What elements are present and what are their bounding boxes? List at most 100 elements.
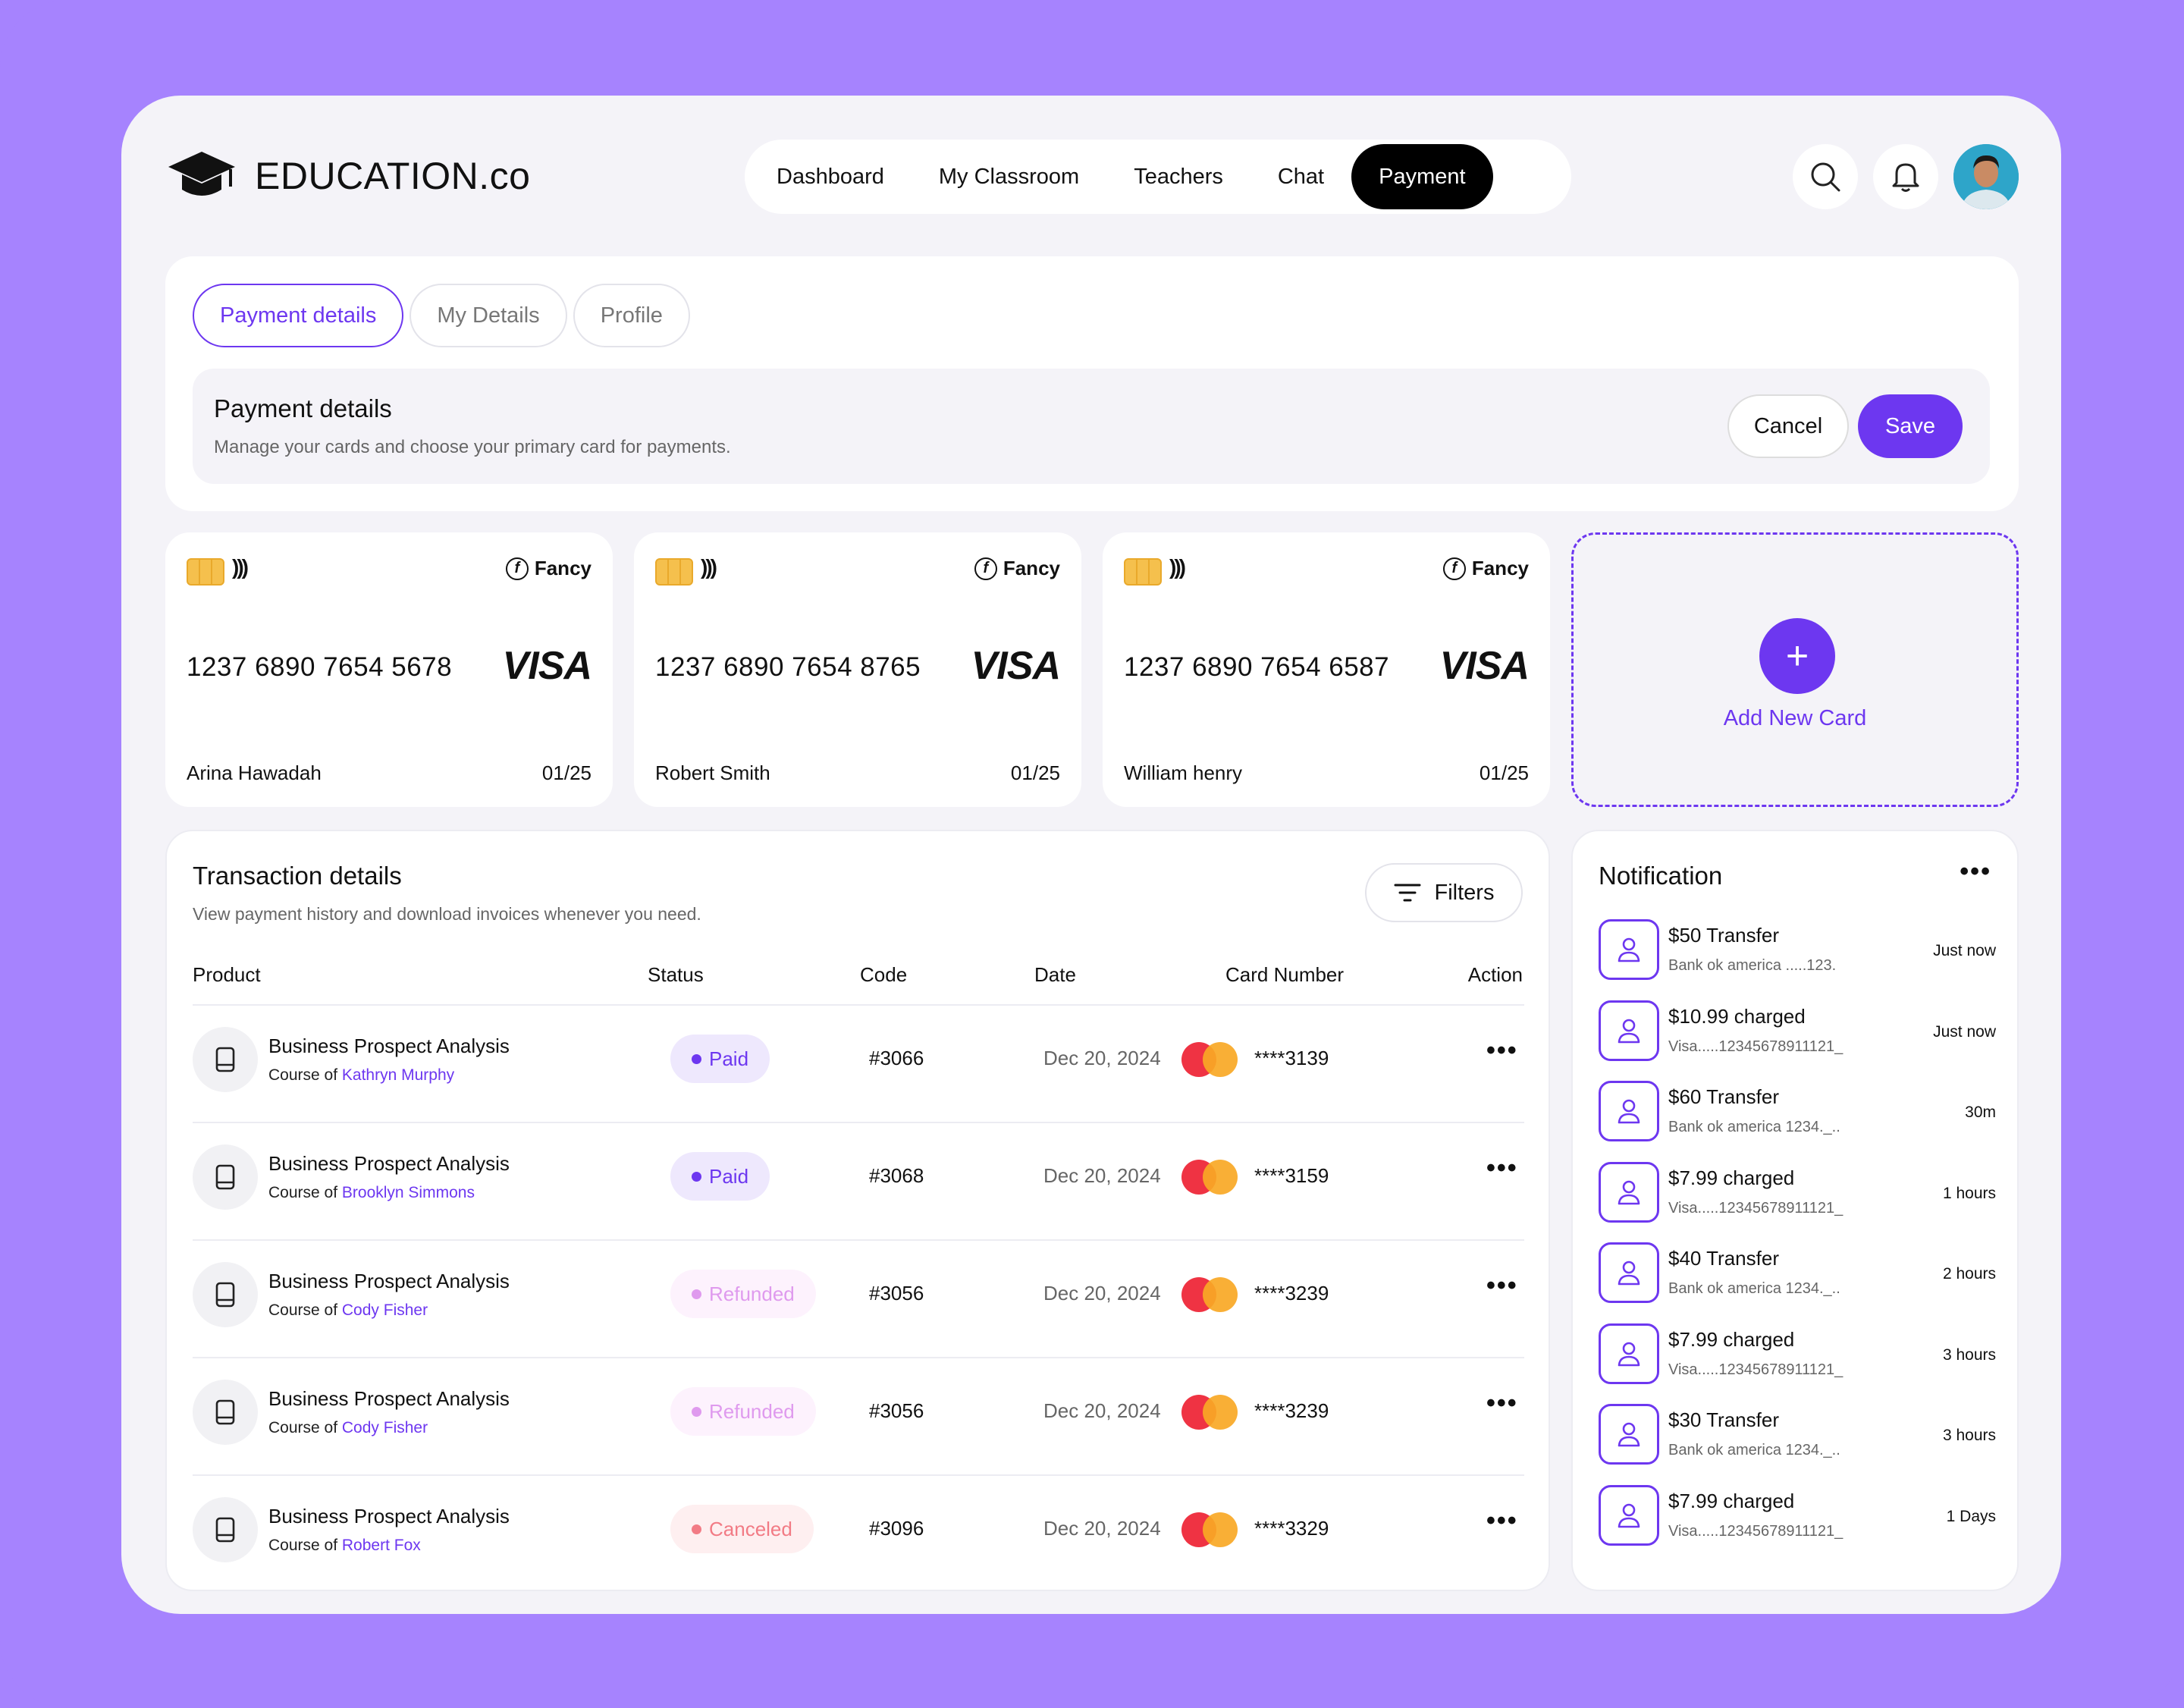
tab-profile[interactable]: Profile — [573, 284, 690, 347]
section-title: Payment details — [214, 394, 392, 422]
row-actions-icon[interactable]: ••• — [1486, 1506, 1518, 1535]
book-icon — [215, 1399, 235, 1425]
table-row[interactable]: Business Prospect Analysis Course of Cody… — [193, 1357, 1524, 1465]
app-window: EDUCATION.co Dashboard My Classroom Teac… — [121, 96, 2061, 1614]
nav-chat[interactable]: Chat — [1277, 164, 1325, 189]
notification-item[interactable]: $50 Transfer Bank ok america .....123. Jus… — [1599, 919, 1996, 983]
notification-item[interactable]: $7.99 charged Visa.....12345678911121_ 3 h… — [1599, 1323, 1996, 1387]
nav-payment[interactable]: Payment — [1351, 144, 1493, 209]
user-icon — [1618, 1342, 1640, 1366]
status-dot — [692, 1053, 701, 1064]
notification-item[interactable]: $7.99 charged Visa.....12345678911121_ 1 h… — [1599, 1161, 1996, 1226]
card-expiry: 01/25 — [1479, 761, 1529, 784]
notification-icon — [1599, 1404, 1659, 1465]
chip-icon — [655, 558, 693, 586]
row-actions-icon[interactable]: ••• — [1486, 1389, 1518, 1418]
notification-title: Notification — [1599, 862, 1723, 890]
transaction-code: #3056 — [869, 1282, 924, 1305]
notification-time: 30m — [1965, 1104, 1996, 1121]
save-button[interactable]: Save — [1858, 394, 1963, 458]
card-brand-label: Fancy — [1471, 557, 1529, 579]
notification-detail: Bank ok america 1234._.. — [1668, 1119, 1840, 1135]
notification-title-text: $7.99 charged — [1668, 1166, 1795, 1189]
table-row[interactable]: Business Prospect Analysis Course of Kath… — [193, 1004, 1524, 1112]
add-new-card-button[interactable]: + Add New Card — [1571, 532, 2019, 807]
notification-time: 1 hours — [1942, 1184, 1996, 1202]
status-badge: Paid — [670, 1035, 770, 1083]
product-instructor: Course of Cody Fisher — [268, 1419, 428, 1437]
book-icon — [215, 1282, 235, 1308]
logo[interactable]: EDUCATION.co — [167, 149, 530, 203]
table-row[interactable]: Business Prospect Analysis Course of Broo… — [193, 1122, 1524, 1229]
payment-card[interactable]: ))) f Fancy 1237 6890 7654 5678 VISA Arin… — [165, 532, 613, 807]
notification-item[interactable]: $60 Transfer Bank ok america 1234._.. 30m — [1599, 1081, 1996, 1144]
instructor-link[interactable]: Cody Fisher — [341, 1419, 428, 1436]
notification-item[interactable]: $7.99 charged Visa.....12345678911121_ 1 D… — [1599, 1484, 1996, 1549]
contactless-icon: ))) — [1169, 555, 1186, 579]
instructor-link[interactable]: Cody Fisher — [341, 1301, 428, 1319]
status-label: Paid — [709, 1164, 749, 1188]
filters-label: Filters — [1434, 880, 1495, 905]
status-badge: Refunded — [670, 1387, 816, 1436]
product-icon — [193, 1262, 258, 1327]
column-header-status[interactable]: Status — [648, 963, 704, 986]
tab-my-details[interactable]: My Details — [410, 284, 567, 347]
main-nav: Dashboard My Classroom Teachers Chat Pay… — [745, 140, 1571, 214]
instructor-link[interactable]: Robert Fox — [341, 1537, 421, 1554]
row-actions-icon[interactable]: ••• — [1486, 1036, 1518, 1065]
column-header-code[interactable]: Code — [860, 963, 908, 986]
column-header-card-number[interactable]: Card Number — [1225, 963, 1345, 986]
card-number: 1237 6890 7654 5678 — [187, 652, 453, 682]
notification-title-text: $30 Transfer — [1668, 1408, 1779, 1431]
product-icon — [193, 1144, 258, 1210]
status-dot — [692, 1171, 701, 1182]
notification-item[interactable]: $40 Transfer Bank ok america 1234._.. 2 ho… — [1599, 1242, 1996, 1306]
notification-time: Just now — [1933, 942, 1996, 959]
nav-teachers[interactable]: Teachers — [1134, 164, 1223, 189]
transaction-details-panel: Transaction details View payment history… — [165, 830, 1550, 1591]
card-holder: William henry — [1124, 761, 1243, 784]
filters-button[interactable]: Filters — [1365, 863, 1523, 922]
row-actions-icon[interactable]: ••• — [1486, 1271, 1518, 1300]
add-new-card-label[interactable]: Add New Card — [1723, 706, 1867, 730]
search-icon — [1811, 162, 1840, 192]
transaction-date: Dec 20, 2024 — [1043, 1282, 1161, 1305]
masked-card-number: ****3239 — [1254, 1399, 1329, 1422]
card-network: VISA — [1439, 644, 1530, 688]
card-holder: Robert Smith — [655, 761, 770, 784]
product-instructor: Course of Cody Fisher — [268, 1301, 428, 1320]
instructor-link[interactable]: Brooklyn Simmons — [341, 1184, 475, 1201]
notification-icon — [1599, 919, 1659, 980]
column-header-date[interactable]: Date — [1034, 963, 1076, 986]
tab-payment-details[interactable]: Payment details — [193, 284, 404, 347]
transaction-date: Dec 20, 2024 — [1043, 1517, 1161, 1540]
more-options-icon[interactable]: ••• — [1960, 857, 1991, 886]
instructor-link[interactable]: Kathryn Murphy — [341, 1066, 455, 1084]
avatar[interactable] — [1953, 144, 2019, 209]
brand-logo-icon: f — [974, 557, 997, 580]
table-row[interactable]: Business Prospect Analysis Course of Robe… — [193, 1474, 1524, 1582]
row-actions-icon[interactable]: ••• — [1486, 1154, 1518, 1182]
status-badge: Refunded — [670, 1270, 816, 1318]
payment-card[interactable]: ))) f Fancy 1237 6890 7654 6587 VISA Will… — [1103, 532, 1550, 807]
table-row[interactable]: Business Prospect Analysis Course of Cody… — [193, 1239, 1524, 1347]
transactions-subtitle: View payment history and download invoic… — [193, 904, 701, 924]
payment-card[interactable]: ))) f Fancy 1237 6890 7654 8765 VISA Robe… — [634, 532, 1081, 807]
card-holder: Arina Hawadah — [187, 761, 322, 784]
notification-detail: Bank ok america 1234._.. — [1668, 1280, 1840, 1297]
notification-detail: Bank ok america 1234._.. — [1668, 1442, 1840, 1458]
nav-dashboard[interactable]: Dashboard — [777, 164, 884, 189]
transaction-date: Dec 20, 2024 — [1043, 1047, 1161, 1069]
nav-my-classroom[interactable]: My Classroom — [938, 164, 1080, 189]
cancel-button[interactable]: Cancel — [1727, 394, 1849, 458]
notifications-button[interactable] — [1873, 144, 1938, 209]
plus-icon[interactable]: + — [1759, 618, 1835, 694]
status-label: Paid — [709, 1047, 749, 1070]
notification-item[interactable]: $10.99 charged Visa.....12345678911121_ Ju… — [1599, 1000, 1996, 1064]
notification-time: 3 hours — [1942, 1427, 1996, 1444]
notification-detail: Visa.....12345678911121_ — [1668, 1522, 1844, 1540]
search-button[interactable] — [1793, 144, 1858, 209]
notification-item[interactable]: $30 Transfer Bank ok america 1234._.. 3 ho… — [1599, 1404, 1996, 1468]
product-name: Business Prospect Analysis — [268, 1035, 510, 1057]
column-header-product[interactable]: Product — [193, 963, 261, 986]
